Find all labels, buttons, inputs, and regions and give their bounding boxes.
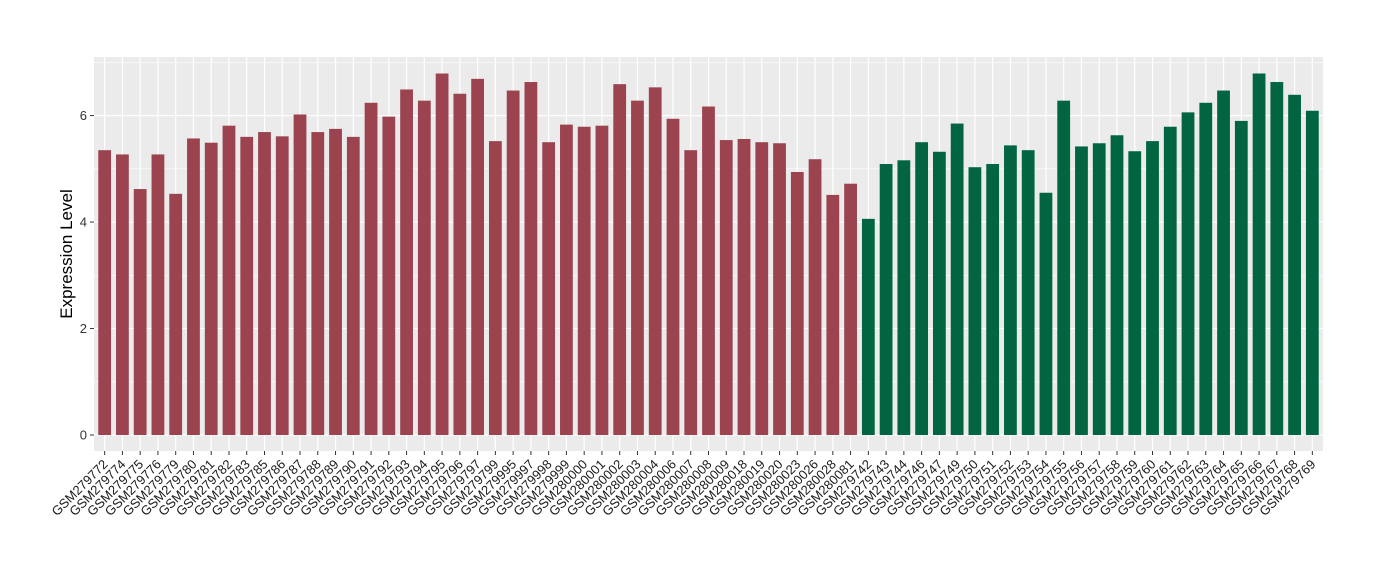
bar-GSM280004 xyxy=(648,87,662,436)
bar-GSM280002 xyxy=(613,84,627,436)
bar-GSM279759 xyxy=(1128,151,1142,436)
bar-GSM279756 xyxy=(1075,146,1088,436)
bar-GSM279794 xyxy=(417,100,431,436)
bar-GSM279752 xyxy=(1004,145,1017,436)
bar-GSM279790 xyxy=(346,136,360,436)
bar-GSM279767 xyxy=(1270,82,1284,436)
bar-GSM279755 xyxy=(1057,100,1071,436)
bar-GSM279758 xyxy=(1110,135,1124,436)
bar-GSM279787 xyxy=(293,114,307,436)
bar-GSM279761 xyxy=(1163,126,1177,436)
bar-GSM279744 xyxy=(897,160,911,436)
bar-GSM279995 xyxy=(506,90,520,436)
bar-GSM279760 xyxy=(1146,141,1159,436)
y-tick-label: 2 xyxy=(80,321,87,336)
bar-GSM280018 xyxy=(737,138,751,436)
bar-GSM279746 xyxy=(915,142,929,436)
bar-GSM279997 xyxy=(524,82,538,436)
bar-GSM279782 xyxy=(222,125,236,436)
bar-GSM279788 xyxy=(311,132,325,436)
bar-GSM279781 xyxy=(204,142,218,436)
bar-GSM279792 xyxy=(382,116,396,436)
bar-GSM279753 xyxy=(1021,150,1035,436)
bar-GSM279742 xyxy=(861,218,875,436)
bar-GSM279751 xyxy=(986,164,1000,436)
bar-GSM279772 xyxy=(98,150,112,436)
bar-GSM279796 xyxy=(453,93,467,436)
y-tick-label: 4 xyxy=(80,215,87,230)
bar-GSM279799 xyxy=(488,141,502,436)
bar-GSM279757 xyxy=(1092,143,1106,436)
bar-GSM279765 xyxy=(1234,120,1248,436)
bar-GSM279780 xyxy=(187,138,200,436)
y-axis: 0 2 4 6 xyxy=(80,108,94,443)
bar-GSM280009 xyxy=(719,140,733,436)
bar-GSM280003 xyxy=(631,100,644,436)
bar-GSM279795 xyxy=(435,73,449,436)
bar-GSM280028 xyxy=(826,194,840,436)
bar-GSM280019 xyxy=(755,142,769,436)
bar-GSM279999 xyxy=(560,124,573,436)
bar-GSM279754 xyxy=(1039,192,1053,436)
bar-GSM279775 xyxy=(133,189,147,436)
bar-GSM279776 xyxy=(151,154,165,436)
bar-GSM280081 xyxy=(844,183,857,436)
bar-GSM280001 xyxy=(595,125,609,436)
bar-GSM279789 xyxy=(329,128,342,436)
bar-GSM279762 xyxy=(1181,112,1195,436)
bar-GSM279998 xyxy=(542,142,556,436)
bar-GSM280026 xyxy=(808,159,822,436)
bar-GSM279783 xyxy=(240,136,254,436)
bar-GSM279764 xyxy=(1217,90,1230,436)
bar-GSM279774 xyxy=(116,154,129,436)
bar-GSM279768 xyxy=(1288,94,1301,436)
x-axis: GSM279772GSM279774GSM279775GSM279776GSM2… xyxy=(49,451,1318,519)
bar-GSM280000 xyxy=(577,126,591,436)
bar-GSM279779 xyxy=(169,193,183,436)
bar-GSM279743 xyxy=(879,164,893,436)
bar-GSM280007 xyxy=(684,150,698,436)
bar-GSM279797 xyxy=(471,78,485,436)
bar-GSM279791 xyxy=(364,102,378,436)
bar-GSM279750 xyxy=(968,167,982,436)
bar-GSM280023 xyxy=(790,172,804,436)
y-tick-label: 0 xyxy=(80,428,87,443)
bar-GSM279793 xyxy=(400,89,413,436)
bar-GSM279766 xyxy=(1252,73,1266,436)
bar-GSM280020 xyxy=(773,143,786,436)
bar-GSM279749 xyxy=(950,123,964,436)
y-tick-label: 6 xyxy=(80,108,87,123)
bar-GSM279769 xyxy=(1305,110,1319,436)
bar-GSM279786 xyxy=(275,136,289,436)
bar-GSM280008 xyxy=(702,106,715,436)
bar-GSM279747 xyxy=(932,151,946,436)
y-axis-title: Expression Level xyxy=(57,189,76,318)
bar-GSM279785 xyxy=(258,132,271,436)
bar-GSM279763 xyxy=(1199,102,1213,436)
bars xyxy=(98,73,1319,436)
bar-GSM280006 xyxy=(666,118,680,436)
